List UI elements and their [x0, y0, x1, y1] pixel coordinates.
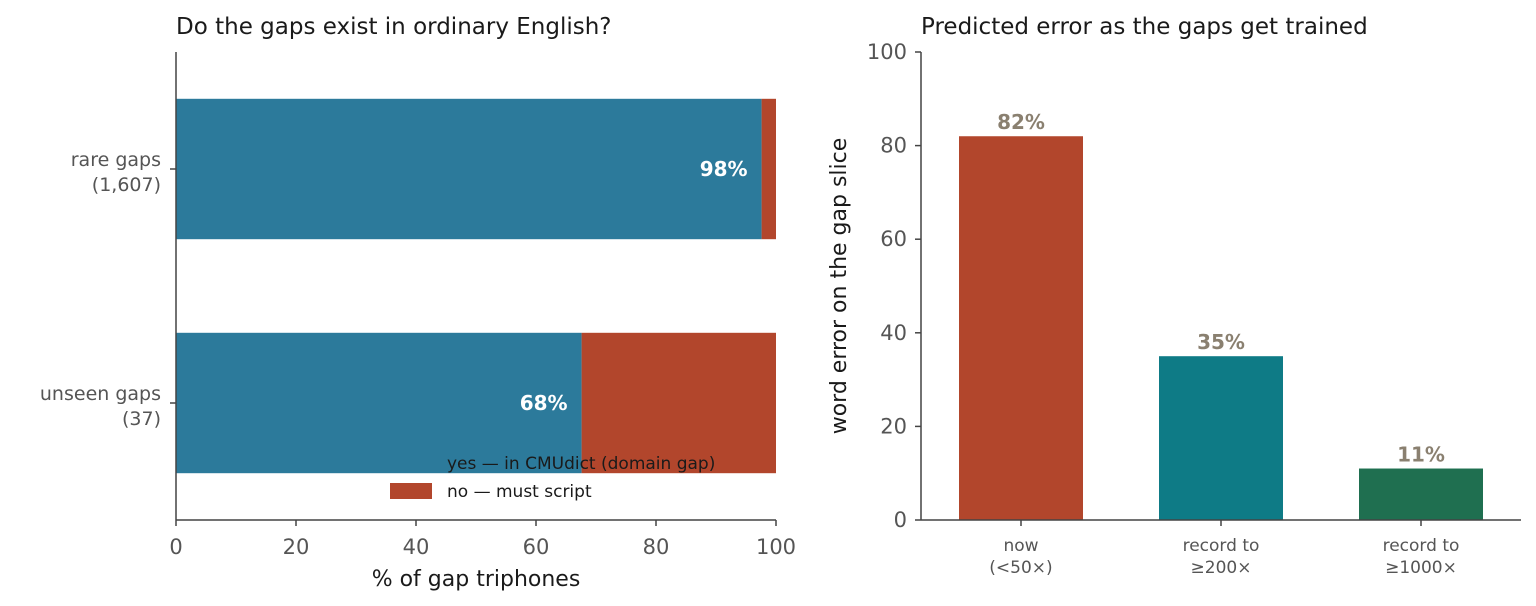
x-tick-label-line1: record to: [1383, 536, 1460, 556]
x-tick-label-line1: now: [1003, 536, 1038, 556]
x-tick-label-line2: ≥1000×: [1385, 558, 1457, 578]
bar-no-1: [581, 332, 776, 474]
bar-no-0: [761, 98, 776, 240]
y-tick-label: 60: [880, 227, 907, 251]
x-tick-label: 60: [523, 535, 550, 559]
legend: yes — in CMUdict (domain gap) no — must …: [390, 454, 715, 502]
x-tick-label: 40: [403, 535, 430, 559]
right-bars-group: [959, 136, 1483, 521]
legend-label-no: no — must script: [447, 482, 592, 502]
y-tick-label: 80: [880, 134, 907, 158]
x-tick-label: 20: [283, 535, 310, 559]
left-chart: Do the gaps exist in ordinary English? 9…: [40, 14, 796, 592]
bar-1: [1159, 356, 1283, 520]
right-x-ticks: now(<50×)record to≥200×record to≥1000×: [989, 520, 1459, 578]
right-y-ticks: 0 20 40 60 80 100: [867, 40, 921, 532]
data-label-1: 35%: [1197, 330, 1245, 354]
left-chart-title: Do the gaps exist in ordinary English?: [176, 14, 612, 40]
y-tick-label: 100: [867, 40, 907, 64]
right-chart: Predicted error as the gaps get trained …: [827, 14, 1521, 578]
left-x-ticks: 0 20 40 60 80 100: [169, 520, 796, 559]
x-tick-label-line2: (<50×): [989, 558, 1052, 578]
y-tick-label: 40: [880, 321, 907, 345]
left-data-labels: 98% 68%: [520, 157, 748, 415]
x-tick-label-line2: ≥200×: [1191, 558, 1252, 578]
x-tick-label: 80: [643, 535, 670, 559]
x-tick-label: 0: [169, 535, 182, 559]
bar-0: [959, 136, 1083, 521]
y-tick-label: 0: [894, 508, 907, 532]
legend-label-yes: yes — in CMUdict (domain gap): [447, 454, 715, 474]
right-chart-title: Predicted error as the gaps get trained: [921, 14, 1368, 40]
data-label-0: 98%: [700, 157, 748, 181]
right-y-axis-label: word error on the gap slice: [827, 138, 852, 435]
data-label-2: 11%: [1397, 443, 1445, 467]
left-y-ticks: rare gaps (1,607) unseen gaps (37): [40, 149, 176, 430]
right-data-labels: 82% 35% 11%: [997, 110, 1445, 466]
legend-swatch-no: [390, 483, 432, 499]
data-label-1: 68%: [520, 391, 568, 415]
bar-yes-1: [176, 332, 582, 474]
data-label-0: 82%: [997, 110, 1045, 134]
y-tick-label-line1: rare gaps: [71, 149, 161, 171]
y-tick-label-line2: (1,607): [92, 174, 161, 196]
y-tick-label-line2: (37): [122, 408, 161, 430]
bar-2: [1359, 468, 1483, 520]
x-tick-label: 100: [756, 535, 796, 559]
left-bars-group: [176, 98, 776, 474]
left-x-axis-label: % of gap triphones: [372, 567, 581, 592]
x-tick-label-line1: record to: [1183, 536, 1260, 556]
bar-yes-0: [176, 98, 762, 240]
y-tick-label: 20: [880, 414, 907, 438]
y-tick-label-line1: unseen gaps: [40, 383, 161, 405]
